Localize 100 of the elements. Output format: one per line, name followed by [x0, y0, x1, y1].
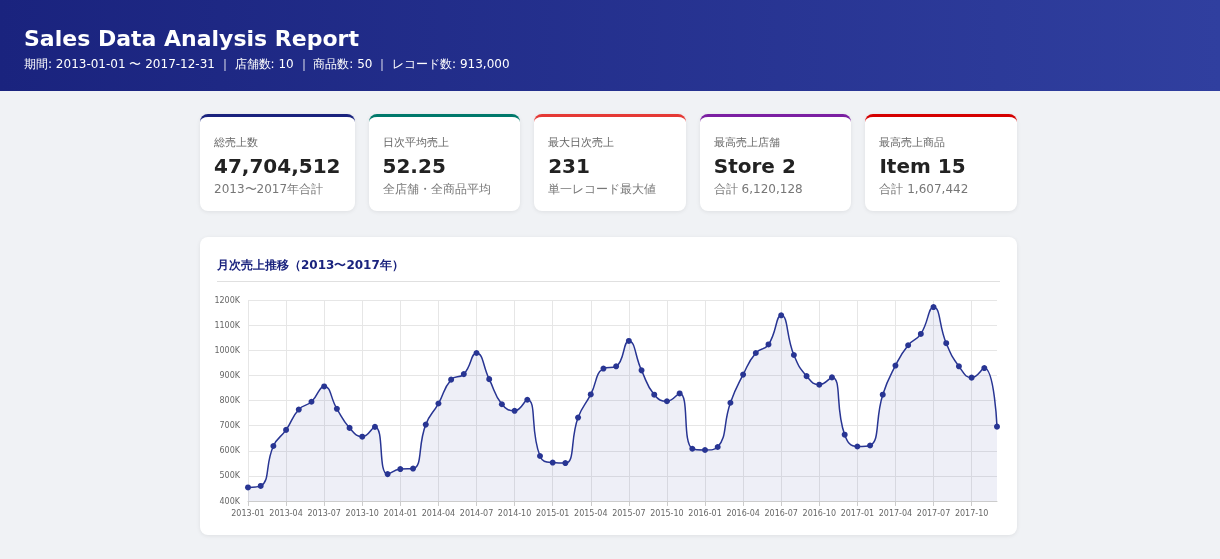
point	[663, 398, 670, 405]
point	[321, 383, 328, 390]
point	[778, 312, 785, 319]
x-tick-label: 2016-04	[726, 508, 760, 518]
point	[410, 465, 417, 472]
point	[955, 363, 962, 370]
text: 2013〜2017年合計	[214, 181, 325, 198]
text: Store 2	[713, 154, 797, 178]
x-tick-label: 2017-07	[916, 508, 951, 518]
text: 最大日次売上	[548, 135, 616, 150]
point	[473, 350, 480, 357]
point	[257, 482, 264, 489]
point	[892, 362, 899, 369]
point	[346, 424, 353, 431]
point	[994, 423, 1000, 430]
point	[397, 466, 404, 473]
text: 単一レコード最大値	[548, 181, 658, 198]
point	[524, 396, 531, 403]
point	[613, 363, 620, 370]
text: 合計 1,607,442	[879, 181, 970, 198]
point	[702, 447, 709, 453]
x-tick-label: 2017-04	[878, 508, 913, 518]
text: 全店舗・全商品平均	[382, 181, 492, 198]
x-tick-label: 2014-07	[459, 508, 494, 518]
point	[295, 406, 302, 413]
x-tick-label: 2013-07	[307, 508, 341, 518]
text: 52.25	[382, 154, 447, 178]
point	[676, 390, 683, 397]
point	[943, 340, 950, 347]
x-tick-label: 2016-01	[688, 508, 722, 518]
x-tick-label: 2016-10	[802, 508, 836, 518]
point	[270, 442, 277, 449]
x-tick-label: 2014-04	[421, 508, 456, 518]
text: 最高売上商品	[879, 135, 947, 150]
point	[562, 460, 569, 467]
x-tick-label: 2013-01	[231, 508, 265, 518]
y-tick-label: 900K	[219, 370, 241, 380]
point	[867, 442, 874, 449]
point	[371, 423, 378, 430]
point	[625, 337, 632, 344]
text: 合計 6,120,128	[713, 181, 804, 198]
point	[333, 405, 340, 412]
text: 総売上数	[214, 135, 259, 150]
x-tick-label: 2015-07	[612, 508, 646, 518]
point	[651, 391, 658, 398]
point	[714, 443, 721, 450]
x-tick-label: 2015-04	[574, 508, 608, 518]
y-tick-label: 800K	[219, 396, 241, 405]
x-tick-label: 2014-10	[497, 508, 532, 518]
x-tick-label: 2013-10	[345, 508, 379, 518]
point	[930, 304, 937, 311]
point	[435, 400, 442, 407]
point	[816, 381, 823, 388]
text: 日次平均売上	[382, 135, 450, 150]
point	[536, 453, 543, 460]
x-tick-label: 2015-10	[650, 508, 684, 518]
x-tick-label: 2013-04	[269, 508, 303, 518]
y-tick-label: 700K	[219, 421, 241, 431]
x-tick-label: 2016-07	[764, 508, 798, 518]
y-tick-label: 1200K	[214, 295, 241, 305]
y-tick-label: 600K	[219, 446, 241, 456]
y-tick-label: 1100K	[214, 320, 241, 330]
point	[245, 484, 251, 491]
point	[486, 376, 493, 383]
y-tick-label: 1000K	[214, 345, 241, 355]
point	[359, 433, 366, 440]
point	[498, 401, 505, 408]
text: Sales Data Analysis Report	[24, 26, 360, 51]
point	[460, 371, 467, 378]
y-tick-label: 500K	[219, 471, 241, 481]
text: 最高売上店舗	[713, 135, 781, 150]
point	[981, 365, 988, 372]
point	[689, 445, 696, 452]
text: 期間: 2013-01-01 〜 2017-12-31 ｜ 店舗数: 10 ｜ 商品数: 50 ｜ レコード数: 913,000	[24, 56, 511, 73]
point	[600, 365, 607, 372]
x-tick-label: 2015-01	[535, 508, 570, 518]
point	[917, 330, 924, 337]
point	[511, 407, 518, 414]
point	[308, 398, 315, 405]
x-tick-label: 2017-10	[954, 508, 989, 518]
point	[841, 431, 848, 438]
point	[549, 459, 556, 466]
point	[740, 371, 747, 378]
x-tick-label: 2014-01	[383, 508, 418, 518]
point	[448, 376, 455, 383]
point	[575, 414, 582, 421]
point	[752, 350, 759, 357]
point	[727, 399, 734, 406]
point	[905, 342, 912, 349]
point	[803, 373, 810, 380]
chart-title: 月次売上推移（2013〜2017年）	[217, 257, 1000, 282]
point	[384, 471, 391, 478]
point	[828, 374, 835, 381]
point	[765, 341, 772, 348]
text: 231	[548, 154, 591, 178]
point	[879, 391, 886, 398]
point	[790, 352, 797, 359]
text: Item 15	[879, 154, 967, 178]
point	[283, 426, 290, 433]
x-tick-label: 2017-01	[840, 508, 875, 518]
